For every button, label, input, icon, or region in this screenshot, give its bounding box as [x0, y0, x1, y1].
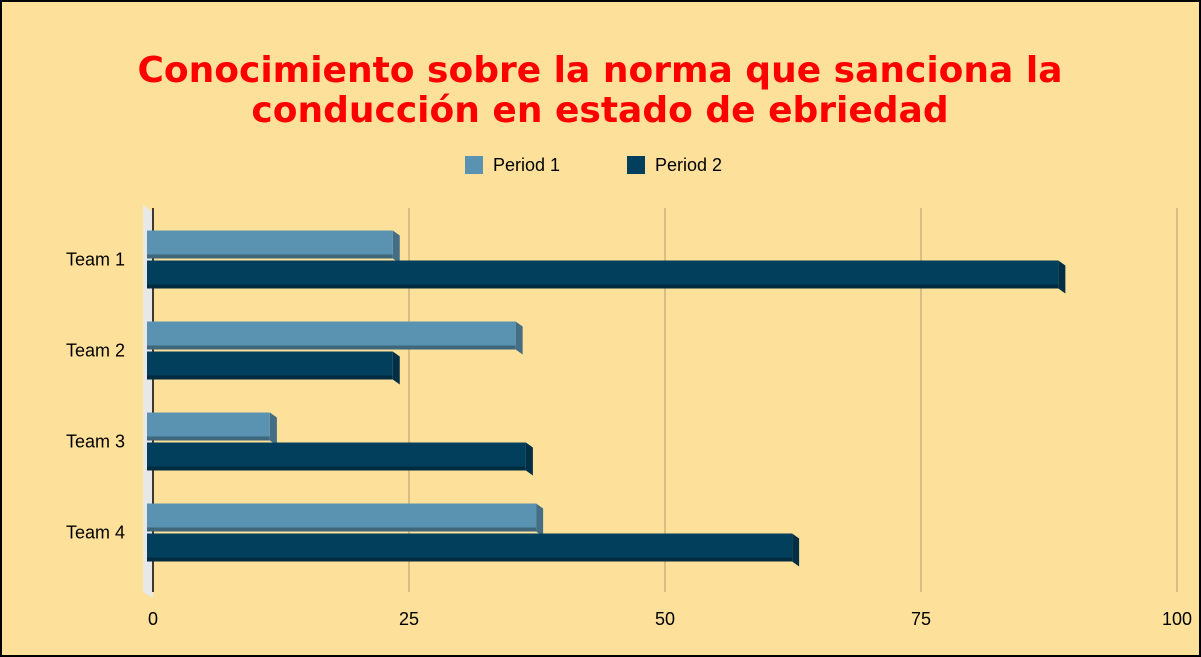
chart-title: Conocimiento sobre la norma que sanciona…	[137, 50, 1062, 91]
bar-bottom	[147, 375, 393, 380]
bar-bottom	[147, 345, 516, 350]
bar-side	[536, 503, 544, 537]
x-tick-label: 25	[399, 609, 419, 629]
y-tick-label: Team 3	[66, 431, 125, 451]
chart-title: conducción en estado de ebriedad	[251, 90, 948, 131]
legend-label: Period 2	[655, 155, 722, 175]
x-tick-label: 0	[148, 609, 158, 629]
x-tick-label: 75	[911, 609, 931, 629]
bar	[147, 321, 516, 346]
bar-bottom	[147, 436, 270, 441]
bar-bottom	[147, 466, 526, 471]
bar-side	[1058, 260, 1066, 294]
bar-bottom	[147, 254, 393, 259]
y-tick-label: Team 2	[66, 340, 125, 360]
bar-bottom	[147, 527, 537, 532]
axis-wall	[143, 205, 153, 598]
bar	[147, 533, 793, 558]
bar-side	[392, 351, 400, 385]
bar	[147, 442, 526, 467]
bar-side	[515, 321, 523, 355]
bar-side	[269, 412, 277, 446]
bar-side	[792, 533, 800, 567]
bar	[147, 351, 393, 376]
bar-side	[392, 230, 400, 264]
x-tick-label: 50	[655, 609, 675, 629]
bar	[147, 260, 1059, 285]
x-tick-label: 100	[1162, 609, 1192, 629]
bar	[147, 230, 393, 255]
y-tick-label: Team 4	[66, 522, 125, 542]
bar-side	[525, 442, 533, 476]
bar-bottom	[147, 284, 1059, 289]
legend-swatch	[627, 156, 645, 174]
bar	[147, 503, 537, 528]
y-tick-label: Team 1	[66, 249, 125, 269]
bar	[147, 412, 270, 437]
bar-bottom	[147, 557, 793, 562]
legend-label: Period 1	[493, 155, 560, 175]
legend-swatch	[465, 156, 483, 174]
